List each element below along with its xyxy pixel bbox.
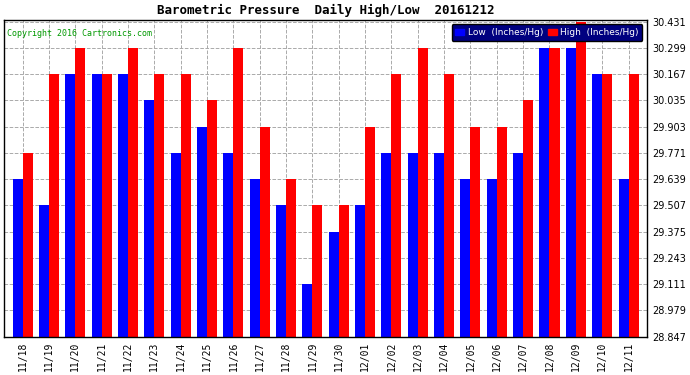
Bar: [328, 232, 339, 337]
Bar: [12, 179, 23, 337]
Bar: [170, 153, 181, 337]
Bar: [39, 206, 49, 337]
Bar: [408, 153, 417, 337]
Bar: [313, 206, 322, 337]
Bar: [302, 284, 313, 337]
Bar: [128, 48, 138, 337]
Bar: [207, 100, 217, 337]
Bar: [576, 22, 586, 337]
Bar: [566, 48, 576, 337]
Bar: [487, 179, 497, 337]
Bar: [233, 48, 244, 337]
Bar: [523, 100, 533, 337]
Bar: [23, 153, 32, 337]
Bar: [417, 48, 428, 337]
Bar: [365, 127, 375, 337]
Bar: [444, 74, 454, 337]
Bar: [602, 74, 612, 337]
Bar: [382, 153, 391, 337]
Legend: Low  (Inches/Hg), High  (Inches/Hg): Low (Inches/Hg), High (Inches/Hg): [451, 24, 642, 40]
Bar: [75, 48, 86, 337]
Bar: [391, 74, 402, 337]
Bar: [250, 179, 259, 337]
Bar: [497, 127, 507, 337]
Bar: [549, 48, 560, 337]
Bar: [155, 74, 164, 337]
Bar: [434, 153, 444, 337]
Text: Copyright 2016 Cartronics.com: Copyright 2016 Cartronics.com: [8, 29, 152, 38]
Bar: [629, 74, 638, 337]
Bar: [118, 74, 128, 337]
Bar: [66, 74, 75, 337]
Bar: [181, 74, 190, 337]
Bar: [49, 74, 59, 337]
Bar: [144, 100, 155, 337]
Bar: [224, 153, 233, 337]
Bar: [540, 48, 549, 337]
Bar: [460, 179, 471, 337]
Bar: [197, 127, 207, 337]
Bar: [259, 127, 270, 337]
Bar: [286, 179, 296, 337]
Bar: [339, 206, 348, 337]
Bar: [592, 74, 602, 337]
Bar: [101, 74, 112, 337]
Title: Barometric Pressure  Daily High/Low  20161212: Barometric Pressure Daily High/Low 20161…: [157, 4, 494, 17]
Bar: [92, 74, 101, 337]
Bar: [471, 127, 480, 337]
Bar: [276, 206, 286, 337]
Bar: [618, 179, 629, 337]
Bar: [355, 206, 365, 337]
Bar: [513, 153, 523, 337]
